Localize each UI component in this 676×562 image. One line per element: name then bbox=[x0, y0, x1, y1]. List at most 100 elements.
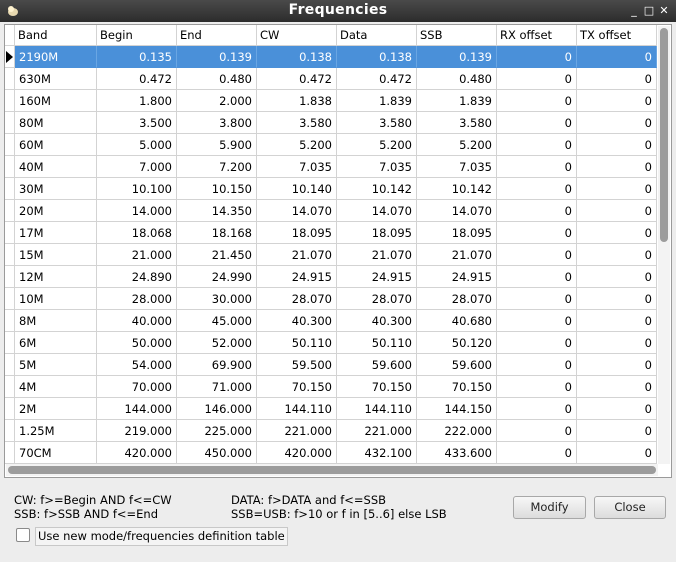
cell-data[interactable]: 24.915 bbox=[337, 266, 417, 288]
column-header-rx-offset[interactable]: RX offset bbox=[497, 25, 577, 46]
table-row[interactable]: 5M 54.000 69.900 59.500 59.600 59.600 0 0 bbox=[5, 354, 657, 376]
cell-band[interactable]: 630M bbox=[15, 68, 97, 90]
new-mode-table-label[interactable]: Use new mode/frequencies definition tabl… bbox=[35, 527, 288, 546]
cell-cw[interactable]: 59.500 bbox=[257, 354, 337, 376]
cell-tx-offset[interactable]: 0 bbox=[577, 398, 657, 420]
cell-rx-offset[interactable]: 0 bbox=[497, 442, 577, 464]
cell-tx-offset[interactable]: 0 bbox=[577, 200, 657, 222]
cell-rx-offset[interactable]: 0 bbox=[497, 156, 577, 178]
table-row[interactable]: 1.25M 219.000 225.000 221.000 221.000 222.000… bbox=[5, 420, 657, 442]
table-row[interactable]: 40M 7.000 7.200 7.035 7.035 7.035 0 0 bbox=[5, 156, 657, 178]
cell-tx-offset[interactable]: 0 bbox=[577, 90, 657, 112]
cell-data[interactable]: 40.300 bbox=[337, 310, 417, 332]
cell-ssb[interactable]: 50.120 bbox=[417, 332, 497, 354]
cell-band[interactable]: 160M bbox=[15, 90, 97, 112]
cell-cw[interactable]: 21.070 bbox=[257, 244, 337, 266]
cell-ssb[interactable]: 18.095 bbox=[417, 222, 497, 244]
cell-ssb[interactable]: 0.480 bbox=[417, 68, 497, 90]
cell-data[interactable]: 5.200 bbox=[337, 134, 417, 156]
cell-data[interactable]: 7.035 bbox=[337, 156, 417, 178]
cell-ssb[interactable]: 0.139 bbox=[417, 46, 497, 68]
cell-ssb[interactable]: 59.600 bbox=[417, 354, 497, 376]
cell-begin[interactable]: 54.000 bbox=[97, 354, 177, 376]
cell-end[interactable]: 5.900 bbox=[177, 134, 257, 156]
cell-tx-offset[interactable]: 0 bbox=[577, 354, 657, 376]
cell-begin[interactable]: 18.068 bbox=[97, 222, 177, 244]
cell-end[interactable]: 14.350 bbox=[177, 200, 257, 222]
cell-band[interactable]: 6M bbox=[15, 332, 97, 354]
cell-ssb[interactable]: 40.680 bbox=[417, 310, 497, 332]
cell-data[interactable]: 14.070 bbox=[337, 200, 417, 222]
cell-ssb[interactable]: 14.070 bbox=[417, 200, 497, 222]
column-header-band[interactable]: Band bbox=[15, 25, 97, 46]
cell-ssb[interactable]: 10.142 bbox=[417, 178, 497, 200]
cell-tx-offset[interactable]: 0 bbox=[577, 332, 657, 354]
cell-tx-offset[interactable]: 0 bbox=[577, 68, 657, 90]
cell-data[interactable]: 50.110 bbox=[337, 332, 417, 354]
cell-band[interactable]: 80M bbox=[15, 112, 97, 134]
cell-begin[interactable]: 24.890 bbox=[97, 266, 177, 288]
cell-ssb[interactable]: 222.000 bbox=[417, 420, 497, 442]
cell-cw[interactable]: 7.035 bbox=[257, 156, 337, 178]
cell-rx-offset[interactable]: 0 bbox=[497, 46, 577, 68]
cell-end[interactable]: 69.900 bbox=[177, 354, 257, 376]
cell-tx-offset[interactable]: 0 bbox=[577, 222, 657, 244]
column-header-cw[interactable]: CW bbox=[257, 25, 337, 46]
cell-end[interactable]: 10.150 bbox=[177, 178, 257, 200]
vertical-scrollbar-thumb[interactable] bbox=[660, 28, 668, 242]
table-row[interactable]: 2190M 0.135 0.139 0.138 0.138 0.139 0 0 bbox=[5, 46, 657, 68]
cell-band[interactable]: 60M bbox=[15, 134, 97, 156]
table-row[interactable]: 4M 70.000 71.000 70.150 70.150 70.150 0 0 bbox=[5, 376, 657, 398]
cell-begin[interactable]: 70.000 bbox=[97, 376, 177, 398]
horizontal-scrollbar-thumb[interactable] bbox=[8, 466, 656, 474]
cell-band[interactable]: 5M bbox=[15, 354, 97, 376]
cell-tx-offset[interactable]: 0 bbox=[577, 266, 657, 288]
cell-ssb[interactable]: 5.200 bbox=[417, 134, 497, 156]
cell-cw[interactable]: 0.472 bbox=[257, 68, 337, 90]
column-header-data[interactable]: Data bbox=[337, 25, 417, 46]
cell-cw[interactable]: 420.000 bbox=[257, 442, 337, 464]
cell-end[interactable]: 30.000 bbox=[177, 288, 257, 310]
table-row[interactable]: 160M 1.800 2.000 1.838 1.839 1.839 0 0 bbox=[5, 90, 657, 112]
cell-cw[interactable]: 3.580 bbox=[257, 112, 337, 134]
cell-end[interactable]: 3.800 bbox=[177, 112, 257, 134]
close-button[interactable]: Close bbox=[594, 496, 666, 519]
table-row[interactable]: 20M 14.000 14.350 14.070 14.070 14.070 0 0 bbox=[5, 200, 657, 222]
cell-data[interactable]: 59.600 bbox=[337, 354, 417, 376]
cell-tx-offset[interactable]: 0 bbox=[577, 288, 657, 310]
cell-rx-offset[interactable]: 0 bbox=[497, 200, 577, 222]
cell-ssb[interactable]: 3.580 bbox=[417, 112, 497, 134]
cell-band[interactable]: 4M bbox=[15, 376, 97, 398]
cell-ssb[interactable]: 144.150 bbox=[417, 398, 497, 420]
cell-tx-offset[interactable]: 0 bbox=[577, 420, 657, 442]
cell-tx-offset[interactable]: 0 bbox=[577, 156, 657, 178]
cell-band[interactable]: 15M bbox=[15, 244, 97, 266]
cell-rx-offset[interactable]: 0 bbox=[497, 222, 577, 244]
cell-ssb[interactable]: 70.150 bbox=[417, 376, 497, 398]
cell-data[interactable]: 21.070 bbox=[337, 244, 417, 266]
cell-cw[interactable]: 10.140 bbox=[257, 178, 337, 200]
table-row[interactable]: 8M 40.000 45.000 40.300 40.300 40.680 0 0 bbox=[5, 310, 657, 332]
column-header-tx-offset[interactable]: TX offset bbox=[577, 25, 657, 46]
cell-data[interactable]: 70.150 bbox=[337, 376, 417, 398]
cell-band[interactable]: 30M bbox=[15, 178, 97, 200]
cell-end[interactable]: 45.000 bbox=[177, 310, 257, 332]
table-row[interactable]: 30M 10.100 10.150 10.140 10.142 10.142 0 0 bbox=[5, 178, 657, 200]
cell-tx-offset[interactable]: 0 bbox=[577, 442, 657, 464]
cell-begin[interactable]: 144.000 bbox=[97, 398, 177, 420]
close-window-button[interactable]: ✕ bbox=[659, 4, 669, 17]
cell-band[interactable]: 17M bbox=[15, 222, 97, 244]
cell-ssb[interactable]: 28.070 bbox=[417, 288, 497, 310]
cell-data[interactable]: 0.138 bbox=[337, 46, 417, 68]
cell-rx-offset[interactable]: 0 bbox=[497, 112, 577, 134]
cell-cw[interactable]: 5.200 bbox=[257, 134, 337, 156]
table-row[interactable]: 2M 144.000 146.000 144.110 144.110 144.150 0 0 bbox=[5, 398, 657, 420]
cell-cw[interactable]: 18.095 bbox=[257, 222, 337, 244]
cell-rx-offset[interactable]: 0 bbox=[497, 376, 577, 398]
table-row[interactable]: 15M 21.000 21.450 21.070 21.070 21.070 0 0 bbox=[5, 244, 657, 266]
cell-cw[interactable]: 40.300 bbox=[257, 310, 337, 332]
cell-band[interactable]: 40M bbox=[15, 156, 97, 178]
cell-begin[interactable]: 0.472 bbox=[97, 68, 177, 90]
cell-cw[interactable]: 144.110 bbox=[257, 398, 337, 420]
cell-ssb[interactable]: 7.035 bbox=[417, 156, 497, 178]
